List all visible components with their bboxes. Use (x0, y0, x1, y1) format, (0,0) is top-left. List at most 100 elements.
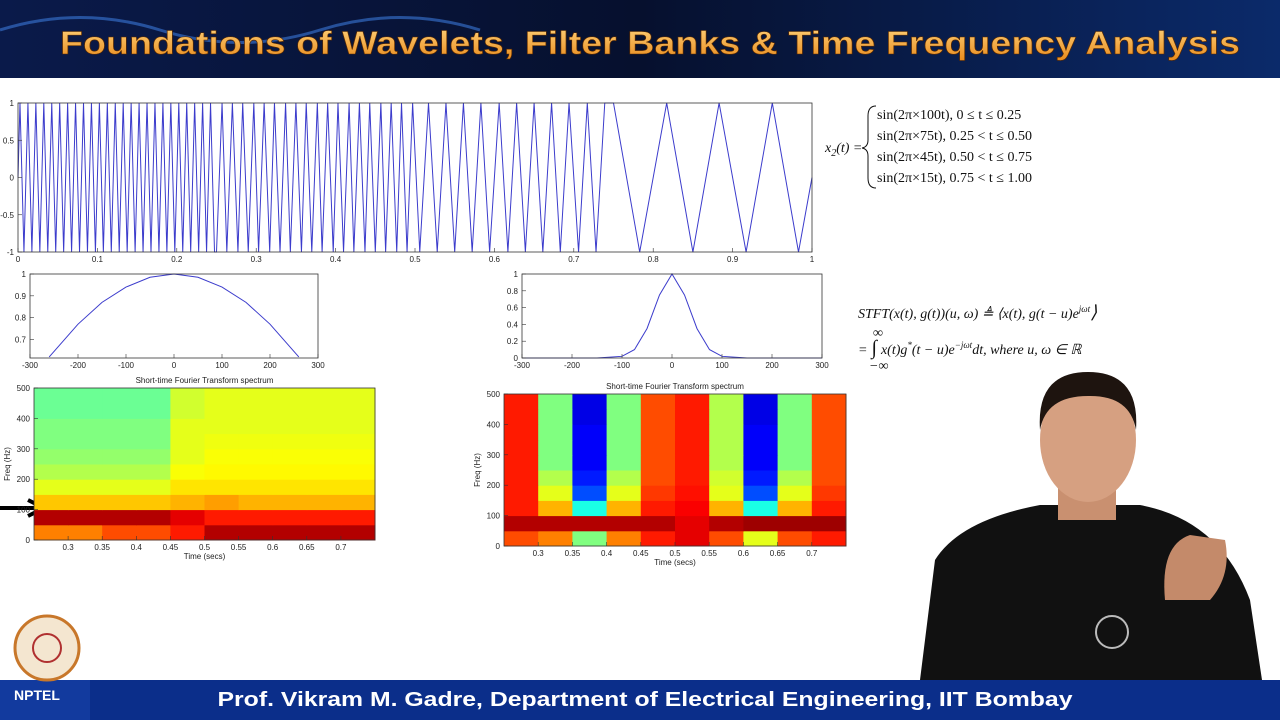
eq-part: STFT(x(t), g(t))(u, ω) ≜ ⟨x(t), g(t − u)… (858, 306, 1079, 322)
heat-cell (743, 470, 779, 486)
heat-cell (743, 439, 779, 456)
eq-sup: jωt (1078, 304, 1091, 314)
heat-cell (572, 500, 608, 517)
heat-cell (538, 439, 573, 456)
eq-sup: −jωt (955, 340, 973, 350)
heat-cell (136, 509, 171, 526)
x-tick-label: 0 (670, 361, 675, 370)
heat-cell (777, 515, 813, 532)
heat-cell (606, 500, 642, 517)
heat-cell (640, 500, 676, 517)
x-tick-label: 0.65 (770, 549, 786, 558)
nptel-logo-inner (32, 633, 62, 663)
heat-cell (272, 403, 308, 419)
heat-cell (238, 388, 274, 404)
heat-cell (204, 388, 240, 404)
plot-frame (29, 273, 319, 359)
x-tick-label: 0.6 (489, 255, 501, 264)
heat-cell (709, 424, 744, 441)
y-tick-label: 1 (22, 270, 27, 279)
eq-part: ⟩ (1090, 302, 1097, 322)
x-tick-label: 0.55 (701, 549, 717, 558)
heat-cell (340, 509, 376, 526)
heat-cell (504, 500, 539, 517)
heat-cell (340, 403, 376, 419)
x-tick-label: 0.3 (533, 549, 545, 558)
y-tick-label: -0.5 (0, 211, 14, 220)
footer-credit: Prof. Vikram M. Gadre, Department of Ele… (218, 689, 1074, 711)
heat-cell (777, 424, 813, 441)
heat-cell (238, 494, 274, 511)
heat-cell (102, 448, 137, 465)
y-tick-label: 0.8 (507, 287, 519, 296)
y-tick-label: 500 (487, 390, 501, 399)
x-tick-label: 0 (16, 255, 21, 264)
heat-cell (272, 388, 308, 404)
heat-cell (340, 494, 376, 511)
y-tick-label: 500 (17, 384, 31, 393)
x-tick-label: -100 (614, 361, 631, 370)
x-tick-label: 0.9 (727, 255, 739, 264)
heat-cell (340, 433, 376, 450)
heat-cell (777, 485, 813, 501)
heat-cell (709, 515, 744, 532)
signal-line (48, 273, 300, 358)
x-tick-label: 0.7 (335, 543, 347, 552)
heat-cell (777, 394, 813, 410)
heat-cell (504, 485, 539, 501)
heat-cell (709, 394, 744, 410)
y-tick-label: 100 (17, 506, 31, 515)
heat-cell (102, 388, 137, 404)
heat-cell (675, 424, 710, 441)
heat-cell (811, 439, 847, 456)
y-tick-label: 0.7 (15, 335, 27, 344)
heat-cell (572, 424, 608, 441)
heat-cell (675, 409, 710, 425)
heat-cell (504, 530, 539, 547)
heat-cell (811, 485, 847, 501)
y-tick-label: 0.6 (507, 304, 519, 313)
heat-cell (204, 418, 240, 435)
footer-logo-band (0, 680, 90, 720)
x-tick-label: 0.3 (63, 543, 75, 552)
heat-cell (811, 530, 847, 547)
heat-cell (170, 509, 205, 526)
heat-cell (102, 479, 137, 495)
x-tick-label: 0.8 (648, 255, 660, 264)
heat-cell (306, 509, 342, 526)
x-tick-label: -100 (118, 361, 135, 370)
heat-cell (136, 479, 171, 495)
heat-cell (238, 524, 274, 541)
heat-cell (606, 515, 642, 532)
heat-cell (204, 403, 240, 419)
heat-cell (272, 418, 308, 435)
y-tick-label: 300 (17, 445, 31, 454)
heat-cell (204, 509, 240, 526)
heat-cell (34, 448, 69, 465)
heat-cell (170, 464, 205, 480)
heat-cell (538, 515, 573, 532)
heat-cell (204, 494, 240, 511)
heat-cell (272, 509, 308, 526)
x-tick-label: 0.55 (231, 543, 247, 552)
heat-cell (675, 439, 710, 456)
heat-cell (170, 448, 205, 465)
y-tick-label: 0.9 (15, 292, 27, 301)
y-axis-label: Freq (Hz) (3, 447, 12, 481)
hand (1164, 535, 1227, 600)
heat-cell (709, 500, 744, 517)
y-tick-label: 300 (487, 451, 501, 460)
eq-part: x(t)g (880, 343, 907, 358)
y-tick-label: 0.5 (3, 136, 15, 145)
eq-limit: ∞ (873, 326, 883, 341)
heat-cell (606, 454, 642, 471)
heat-cell (709, 470, 744, 486)
heat-cell (340, 388, 376, 404)
heat-cell (811, 409, 847, 425)
heat-cell (238, 479, 274, 495)
heat-cell (709, 530, 744, 547)
heat-cell (340, 418, 376, 435)
heat-cell (340, 524, 376, 541)
y-tick-label: 200 (487, 481, 501, 490)
